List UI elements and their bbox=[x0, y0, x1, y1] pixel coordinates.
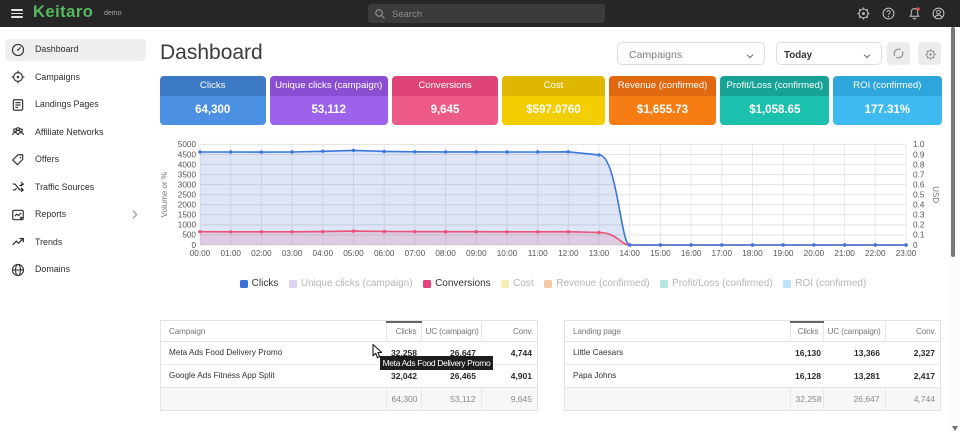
svg-text:0: 0 bbox=[913, 241, 918, 250]
svg-text:0.6: 0.6 bbox=[913, 180, 925, 189]
svg-text:09:00: 09:00 bbox=[466, 249, 487, 258]
svg-text:1.0: 1.0 bbox=[913, 140, 925, 149]
svg-text:22:00: 22:00 bbox=[865, 249, 886, 258]
svg-text:08:00: 08:00 bbox=[435, 249, 456, 258]
svg-text:1500: 1500 bbox=[178, 211, 197, 220]
svg-text:4500: 4500 bbox=[178, 150, 197, 159]
svg-text:03:00: 03:00 bbox=[282, 249, 303, 258]
svg-text:21:00: 21:00 bbox=[834, 249, 855, 258]
svg-text:1000: 1000 bbox=[178, 221, 197, 230]
svg-text:500: 500 bbox=[182, 231, 196, 240]
svg-text:12:00: 12:00 bbox=[558, 249, 579, 258]
svg-text:02:00: 02:00 bbox=[251, 249, 272, 258]
svg-text:11:00: 11:00 bbox=[528, 249, 548, 258]
svg-text:05:00: 05:00 bbox=[343, 249, 364, 258]
svg-text:0.7: 0.7 bbox=[913, 170, 925, 179]
svg-text:Volume or %: Volume or % bbox=[160, 172, 169, 217]
svg-text:4000: 4000 bbox=[178, 160, 197, 169]
svg-text:04:00: 04:00 bbox=[313, 249, 334, 258]
svg-text:19:00: 19:00 bbox=[773, 249, 794, 258]
svg-text:USD: USD bbox=[931, 186, 940, 203]
svg-text:18:00: 18:00 bbox=[742, 249, 763, 258]
svg-text:17:00: 17:00 bbox=[712, 249, 733, 258]
svg-text:13:00: 13:00 bbox=[589, 249, 610, 258]
svg-text:0.1: 0.1 bbox=[913, 231, 925, 240]
svg-text:14:00: 14:00 bbox=[619, 249, 640, 258]
svg-text:16:00: 16:00 bbox=[681, 249, 702, 258]
svg-text:2000: 2000 bbox=[178, 201, 197, 210]
svg-text:10:00: 10:00 bbox=[497, 249, 518, 258]
svg-text:01:00: 01:00 bbox=[220, 249, 241, 258]
svg-text:0.3: 0.3 bbox=[913, 211, 925, 220]
svg-text:0.8: 0.8 bbox=[913, 160, 925, 169]
svg-text:00:00: 00:00 bbox=[190, 249, 211, 258]
svg-text:23:00: 23:00 bbox=[896, 249, 917, 258]
svg-text:0.5: 0.5 bbox=[913, 191, 925, 200]
svg-text:06:00: 06:00 bbox=[374, 249, 395, 258]
svg-text:0.2: 0.2 bbox=[913, 221, 925, 230]
svg-text:5000: 5000 bbox=[178, 140, 197, 149]
svg-text:3000: 3000 bbox=[178, 180, 197, 189]
svg-text:0: 0 bbox=[191, 241, 196, 250]
svg-text:15:00: 15:00 bbox=[650, 249, 671, 258]
svg-text:20:00: 20:00 bbox=[804, 249, 825, 258]
svg-text:3500: 3500 bbox=[178, 170, 197, 179]
svg-text:07:00: 07:00 bbox=[405, 249, 426, 258]
svg-text:2500: 2500 bbox=[178, 191, 197, 200]
svg-text:0.9: 0.9 bbox=[913, 150, 925, 159]
svg-text:0.4: 0.4 bbox=[913, 201, 925, 210]
